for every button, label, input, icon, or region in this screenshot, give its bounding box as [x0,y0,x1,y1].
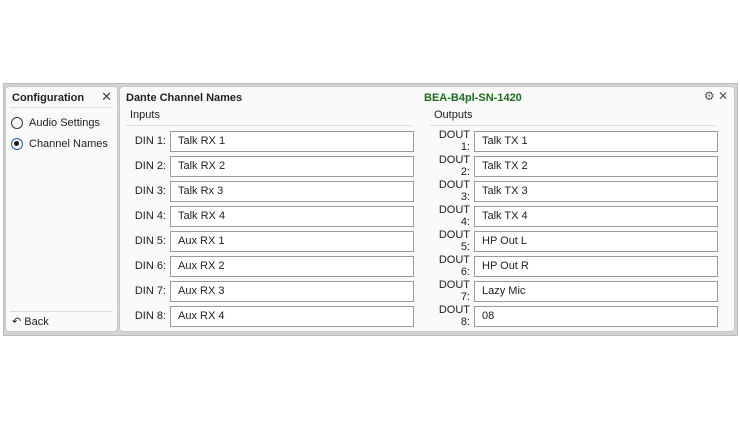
gear-icon[interactable]: ⚙ [703,89,715,103]
radio-channel-names[interactable]: Channel Names [11,138,108,150]
back-label: Back [24,316,49,328]
close-icon[interactable]: ✕ [101,89,112,104]
inputs-row: DIN 6: Aux RX 2 [130,255,414,277]
outputs-row: DOUT 2: Talk TX 2 [430,154,718,178]
inputs-row: DIN 5: Aux RX 1 [130,230,414,252]
channel-label: DOUT 7: [438,279,470,303]
divider [10,311,113,312]
radio-audio-settings[interactable]: Audio Settings [11,117,100,129]
radio-label: Audio Settings [29,117,100,129]
outputs-section: Outputs [430,109,716,126]
channel-name-input[interactable]: Lazy Mic [474,280,718,302]
panel-title: Dante Channel Names [126,92,243,104]
channel-name-input[interactable]: Talk RX 4 [170,205,414,227]
channel-name-input[interactable]: HP Out L [474,230,718,252]
radio-label: Channel Names [29,138,108,150]
channel-label: DOUT 2: [438,154,470,178]
channel-label: DIN 2: [134,160,166,172]
channel-label: DIN 7: [134,285,166,297]
inputs-section: Inputs [126,109,412,126]
outputs-row: DOUT 5: HP Out L [430,229,718,253]
close-icon[interactable]: ✕ [717,89,728,103]
sidebar-title: Configuration [12,92,85,104]
channel-label: DOUT 8: [438,304,470,328]
channel-label: DOUT 4: [438,204,470,228]
channel-label: DIN 6: [134,260,166,272]
inputs-row: DIN 8: Aux RX 4 [130,305,414,327]
radio-selected-icon [11,138,23,150]
channel-label: DIN 3: [134,185,166,197]
channel-label: DOUT 1: [438,129,470,153]
channel-name-input[interactable]: Talk TX 3 [474,180,718,202]
outputs-row: DOUT 8: 08 [430,304,718,328]
back-arrow-icon: ↶ [12,316,22,328]
channel-label: DIN 5: [134,235,166,247]
channel-label: DOUT 5: [438,229,470,253]
channel-label: DIN 1: [134,135,166,147]
inputs-header: Inputs [126,109,412,126]
channel-name-input[interactable]: Aux RX 3 [170,280,414,302]
inputs-row: DIN 3: Talk Rx 3 [130,180,414,202]
device-name: BEA-B4pl-SN-1420 [424,92,522,104]
outputs-row: DOUT 4: Talk TX 4 [430,204,718,228]
channel-name-input[interactable]: Aux RX 2 [170,255,414,277]
channel-name-input[interactable]: Aux RX 4 [170,305,414,327]
inputs-row: DIN 7: Aux RX 3 [130,280,414,302]
configuration-sidebar: Configuration ✕ Audio Settings Channel N… [5,86,118,332]
channel-name-input[interactable]: Talk TX 4 [474,205,718,227]
inputs-row: DIN 2: Talk RX 2 [130,155,414,177]
channel-name-input[interactable]: HP Out R [474,255,718,277]
outputs-row: DOUT 7: Lazy Mic [430,279,718,303]
channel-label: DOUT 6: [438,254,470,278]
outputs-row: DOUT 6: HP Out R [430,254,718,278]
outputs-row: DOUT 3: Talk TX 3 [430,179,718,203]
inputs-row: DIN 1: Talk RX 1 [130,130,414,152]
outputs-header: Outputs [430,109,716,126]
channel-label: DIN 8: [134,310,166,322]
channel-label: DIN 4: [134,210,166,222]
channel-name-input[interactable]: Talk RX 1 [170,130,414,152]
channel-name-input[interactable]: Talk Rx 3 [170,180,414,202]
channel-name-input[interactable]: Aux RX 1 [170,230,414,252]
divider [10,107,113,108]
radio-icon [11,117,23,129]
channel-name-input[interactable]: Talk TX 1 [474,130,718,152]
channel-name-input[interactable]: 08 [474,305,718,327]
channel-name-input[interactable]: Talk RX 2 [170,155,414,177]
outputs-row: DOUT 1: Talk TX 1 [430,129,718,153]
channel-label: DOUT 3: [438,179,470,203]
inputs-row: DIN 4: Talk RX 4 [130,205,414,227]
channel-names-panel: Dante Channel Names BEA-B4pl-SN-1420 ⚙ ✕… [119,86,735,332]
channel-name-input[interactable]: Talk TX 2 [474,155,718,177]
back-button[interactable]: ↶ Back [12,315,49,328]
